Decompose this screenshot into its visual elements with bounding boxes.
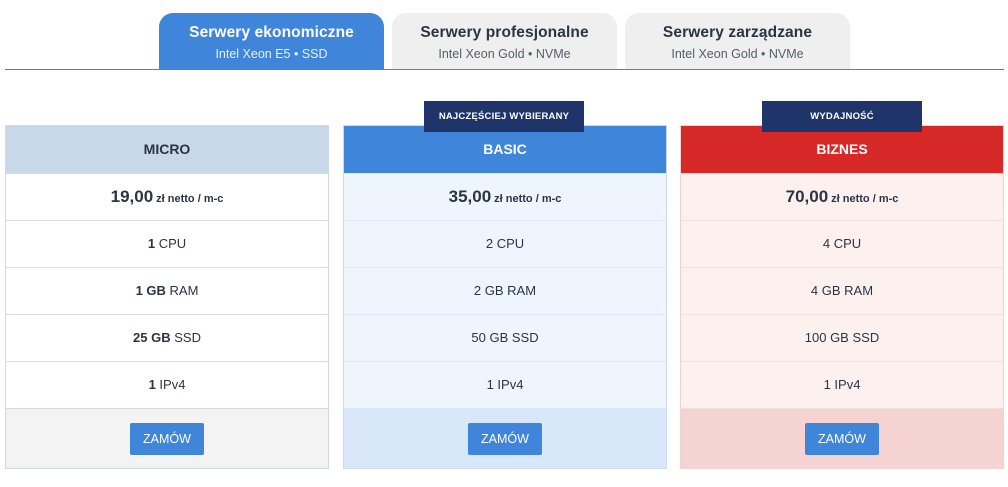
cpu-row: 2 CPU	[344, 220, 666, 267]
order-button-basic[interactable]: ZAMÓW	[468, 423, 542, 455]
tab-subtitle: Intel Xeon E5 • SSD	[215, 47, 328, 61]
cpu-unit: CPU	[158, 236, 187, 251]
price-row: 70,00 zł netto / m-c	[681, 173, 1003, 220]
disk-row: 100 GB SSD	[681, 314, 1003, 361]
ram-unit: RAM	[169, 283, 199, 298]
card-footer: ZAMÓW	[344, 408, 666, 468]
plan-card-biznes: BIZNES 70,00 zł netto / m-c 4 CPU 4 GB RA…	[680, 125, 1004, 469]
ip-row: 1 IPv4	[6, 361, 328, 408]
price-row: 19,00 zł netto / m-c	[6, 173, 328, 220]
card-footer: ZAMÓW	[681, 408, 1003, 468]
tab-professional-servers[interactable]: Serwery profesjonalne Intel Xeon Gold • …	[392, 13, 617, 70]
ip-unit: IPv4	[159, 377, 186, 392]
tab-subtitle: Intel Xeon Gold • NVMe	[438, 47, 571, 61]
ram-unit: RAM	[507, 283, 537, 298]
ram-row: 2 GB RAM	[344, 267, 666, 314]
plan-name: MICRO	[6, 126, 328, 173]
tab-underline	[5, 69, 1004, 70]
performance-badge: WYDAJNOŚĆ	[762, 101, 922, 132]
cpu-value: 1	[147, 236, 156, 251]
tab-managed-servers[interactable]: Serwery zarządzane Intel Xeon Gold • NVM…	[625, 13, 850, 70]
cpu-unit: CPU	[496, 236, 525, 251]
ram-value: 4 GB	[810, 283, 841, 298]
plan-card-micro: MICRO 19,00 zł netto / m-c 1 CPU 1 GB RAM…	[5, 125, 329, 469]
ram-value: 2 GB	[473, 283, 504, 298]
price-row: 35,00 zł netto / m-c	[344, 173, 666, 220]
disk-unit: SSD	[511, 330, 539, 345]
price-value: 35,00	[448, 187, 492, 206]
ip-value: 1	[823, 377, 831, 392]
disk-value: 100 GB	[804, 330, 849, 345]
price-value: 70,00	[785, 187, 829, 206]
cpu-value: 4	[822, 236, 831, 251]
cpu-row: 4 CPU	[681, 220, 1003, 267]
disk-value: 25 GB	[133, 330, 171, 345]
most-chosen-badge: NAJCZĘŚCIEJ WYBIERANY	[424, 101, 584, 132]
ip-unit: IPv4	[834, 377, 861, 392]
cpu-row: 1 CPU	[6, 220, 328, 267]
ram-value: 1 GB	[135, 283, 166, 298]
ip-value: 1	[486, 377, 494, 392]
ram-unit: RAM	[844, 283, 874, 298]
tab-economic-servers[interactable]: Serwery ekonomiczne Intel Xeon E5 • SSD	[159, 13, 384, 70]
ram-row: 4 GB RAM	[681, 267, 1003, 314]
card-footer: ZAMÓW	[6, 408, 328, 468]
disk-unit: SSD	[174, 330, 201, 345]
disk-row: 25 GB SSD	[6, 314, 328, 361]
server-category-tabs: Serwery ekonomiczne Intel Xeon E5 • SSD …	[0, 0, 1008, 72]
ip-row: 1 IPv4	[344, 361, 666, 408]
tab-title: Serwery profesjonalne	[420, 24, 589, 41]
tab-subtitle: Intel Xeon Gold • NVMe	[671, 47, 804, 61]
plan-name: BIZNES	[681, 126, 1003, 173]
cpu-value: 2	[485, 236, 494, 251]
ip-row: 1 IPv4	[681, 361, 1003, 408]
price-value: 19,00	[110, 187, 154, 206]
ram-row: 1 GB RAM	[6, 267, 328, 314]
plan-name: BASIC	[344, 126, 666, 173]
disk-value: 50 GB	[471, 330, 509, 345]
ip-value: 1	[148, 377, 156, 392]
price-unit: zł netto / m-c	[156, 193, 224, 205]
disk-row: 50 GB SSD	[344, 314, 666, 361]
cpu-unit: CPU	[833, 236, 862, 251]
order-button-micro[interactable]: ZAMÓW	[130, 423, 204, 455]
ip-unit: IPv4	[497, 377, 524, 392]
disk-unit: SSD	[852, 330, 880, 345]
price-unit: zł netto / m-c	[494, 193, 562, 205]
plan-card-basic: BASIC 35,00 zł netto / m-c 2 CPU 2 GB RAM…	[343, 125, 667, 469]
price-unit: zł netto / m-c	[831, 193, 899, 205]
order-button-biznes[interactable]: ZAMÓW	[805, 423, 879, 455]
tab-title: Serwery ekonomiczne	[189, 24, 354, 41]
tab-title: Serwery zarządzane	[662, 24, 813, 41]
